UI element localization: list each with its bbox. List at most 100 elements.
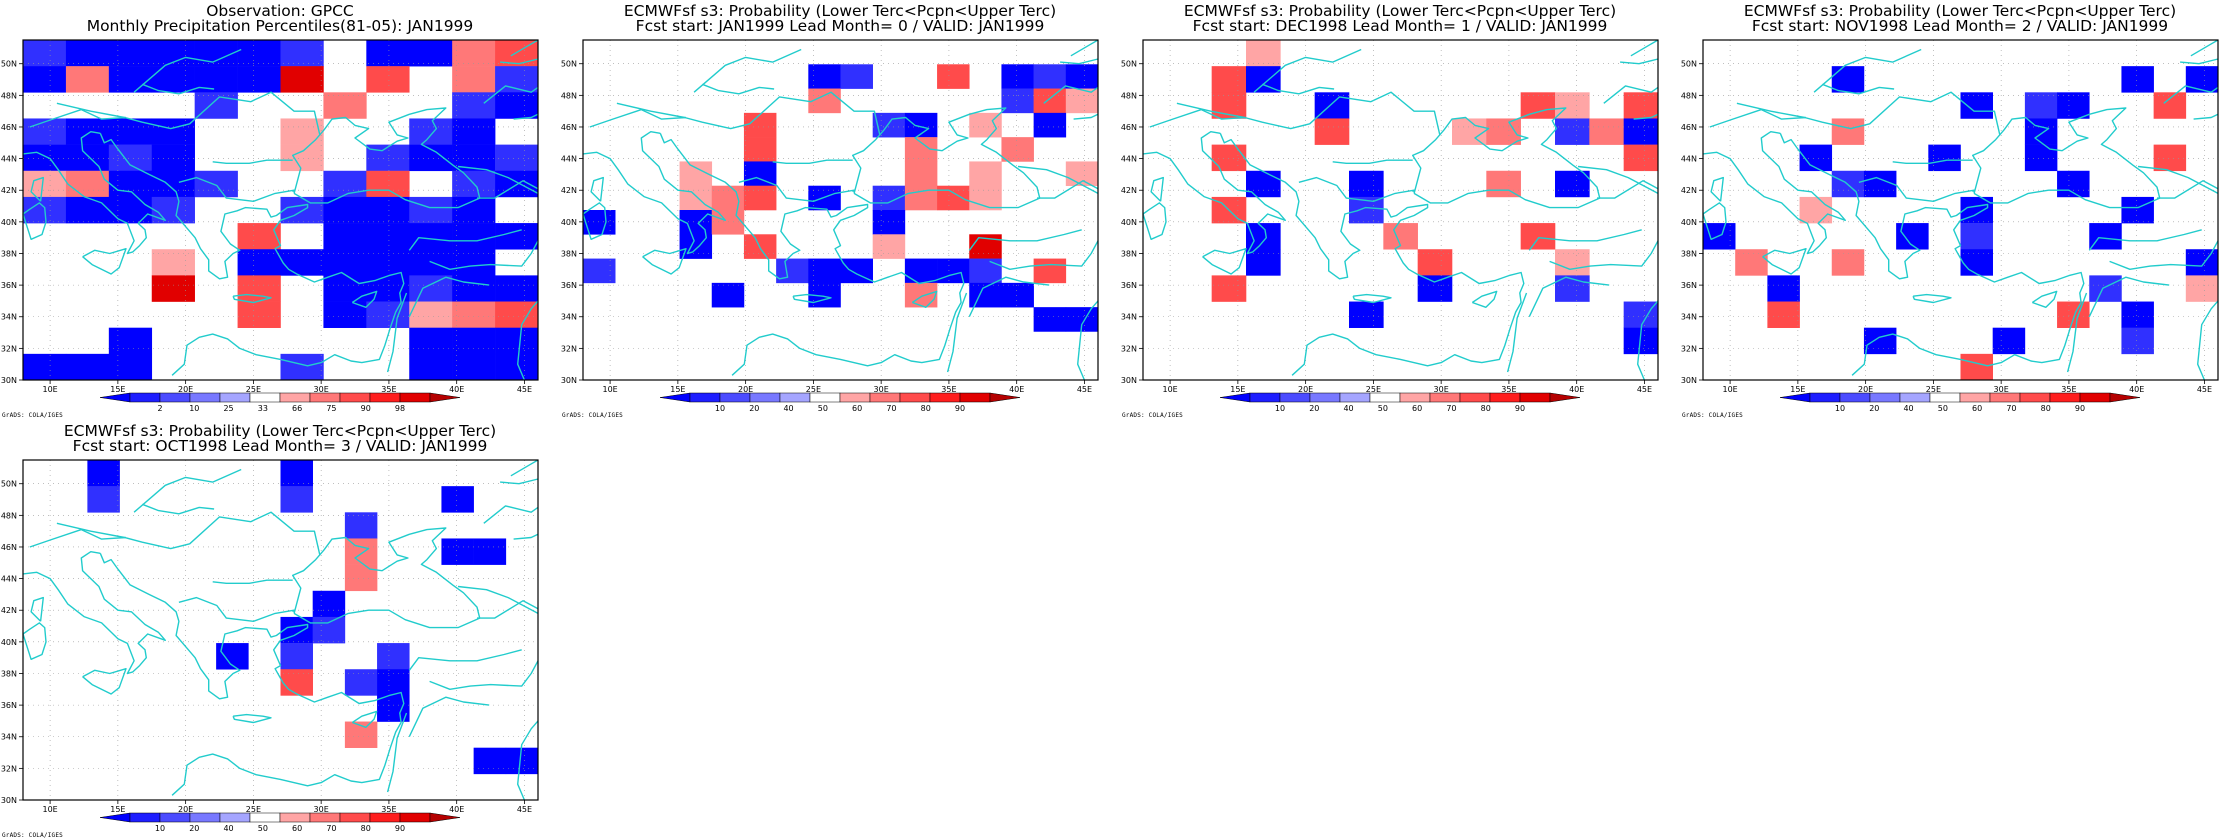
grid-cell <box>1623 301 1659 328</box>
x-tick-label: 10E <box>42 385 57 394</box>
grid-cell <box>280 40 324 67</box>
x-tick-label: 45E <box>1077 385 1092 394</box>
grid-cell <box>409 327 453 355</box>
coastline <box>792 293 832 304</box>
grid-cell <box>452 92 496 119</box>
legend-label: 90 <box>2075 404 2085 413</box>
grid-cell <box>452 275 496 302</box>
y-tick-label: 46N <box>1121 123 1137 132</box>
grid-cell <box>1520 92 1556 119</box>
legend-swatch <box>809 392 841 403</box>
grid-cell <box>366 66 410 93</box>
grid-cell <box>1001 137 1034 162</box>
grid-cell <box>1555 170 1590 198</box>
legend-swatch <box>1369 392 1401 403</box>
grid-cell <box>452 66 496 93</box>
grid-cell <box>1211 66 1247 93</box>
y-tick-label: 48N <box>1121 91 1137 100</box>
coastline <box>1858 176 1975 203</box>
y-tick-label: 34N <box>1 733 17 742</box>
legend-label: 20 <box>189 824 199 833</box>
grid-cell <box>473 747 507 775</box>
coastline <box>1603 85 1659 104</box>
x-tick-label: 40E <box>449 805 464 814</box>
legend-swatch <box>899 392 931 403</box>
x-tick-label: 10E <box>1162 385 1177 394</box>
grid-cell <box>65 118 110 145</box>
grid-cell <box>2153 92 2187 119</box>
coastline <box>1892 159 1973 165</box>
grid-cell <box>237 40 281 67</box>
grid-cell <box>808 185 841 211</box>
grid-cell <box>1555 92 1590 119</box>
panel-observation: Observation: GPCC Monthly Precipitation … <box>0 0 560 420</box>
coastline <box>22 130 167 255</box>
coastline <box>589 108 687 128</box>
coastline <box>1298 176 1415 203</box>
grid-cell <box>904 185 938 211</box>
grid-cell <box>1928 144 1961 172</box>
grid-cell <box>366 40 410 67</box>
grid-cell <box>108 327 153 355</box>
coastline <box>1073 113 1099 120</box>
legend-swatch <box>1809 392 1841 403</box>
legend-swatch <box>279 392 311 403</box>
axis-ticks: 10E 15E 20E 25E 30E 35E 40E 45E 30N 32N 34N 36N 38N 4… <box>1 480 532 814</box>
coastline <box>1043 85 1099 104</box>
plot-frame <box>1702 39 2219 381</box>
grid-cell <box>377 643 410 670</box>
grid-cell <box>151 118 195 145</box>
panel-title: ECMWFsf s3: Probability (Lower Terc<Pcpn… <box>623 2 1057 20</box>
grid-cell <box>872 234 906 259</box>
y-tick-label: 50N <box>1 480 17 489</box>
grid-cells <box>87 460 539 775</box>
legend-swatch <box>399 812 431 823</box>
legend-swatch <box>399 392 431 403</box>
y-tick-label: 32N <box>1121 344 1137 353</box>
coastline <box>56 91 321 136</box>
coastline <box>1620 58 1659 65</box>
grid-cell <box>1033 88 1067 114</box>
legend-label: 10 <box>1835 404 1845 413</box>
grid-cell <box>280 669 313 696</box>
grid-cell <box>65 144 110 172</box>
legend-swatch <box>2049 392 2081 403</box>
grid-cell <box>1065 161 1099 187</box>
color-legend: 10 20 40 50 60 70 80 90 <box>1219 392 1581 413</box>
coastline <box>386 712 408 793</box>
grid-cell <box>409 353 453 381</box>
panel-subtitle: Fcst start: NOV1998 Lead Month= 2 / VALI… <box>1751 17 2169 35</box>
coastline <box>22 202 47 241</box>
coastline <box>517 300 539 381</box>
y-tick-label: 38N <box>1681 249 1697 258</box>
legend-label: 40 <box>783 404 793 413</box>
coastline <box>693 48 802 93</box>
coastline <box>408 229 522 251</box>
y-tick-label: 34N <box>1 313 17 322</box>
grid-cell <box>151 66 195 93</box>
y-tick-label: 48N <box>1 91 17 100</box>
grid-cell <box>776 258 809 284</box>
grid-cell <box>743 185 777 211</box>
panel-subtitle: Fcst start: JAN1999 Lead Month= 0 / VALI… <box>635 17 1045 35</box>
grid-cell <box>2024 118 2058 145</box>
x-tick-label: 20E <box>178 385 193 394</box>
x-tick-label: 30E <box>874 385 889 394</box>
graticule <box>23 460 538 801</box>
grid-cell <box>1211 144 1247 172</box>
grid-cell <box>1246 40 1281 67</box>
y-tick-label: 38N <box>1 669 17 678</box>
legend-label: 40 <box>223 824 233 833</box>
legend-swatch <box>99 812 131 823</box>
legend-swatch <box>429 392 461 403</box>
grid-cell <box>2185 275 2219 302</box>
probability-map: 10E 15E 20E 25E 30E 35E 40E 45E 30N 32N 34N 36N 38N 4… <box>1681 39 2219 413</box>
grid-cell <box>409 40 453 67</box>
coastline <box>1077 300 1099 381</box>
legend-label: 60 <box>852 404 862 413</box>
coastline <box>968 276 1050 318</box>
grid-cell <box>1033 64 1067 89</box>
grid-cell <box>495 275 539 302</box>
legend-label: 25 <box>223 404 233 413</box>
coastline <box>2088 276 2170 318</box>
